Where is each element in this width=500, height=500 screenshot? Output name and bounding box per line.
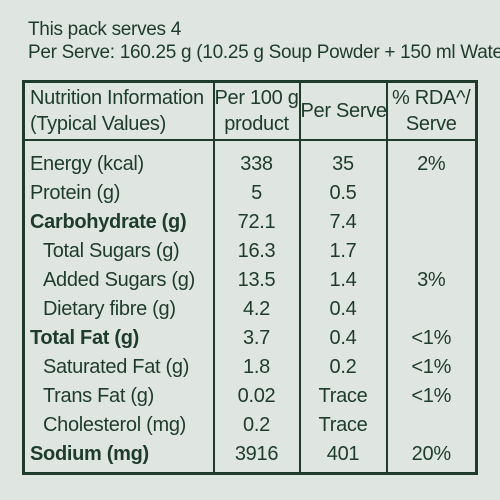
nutrient-name: Protein (g) <box>22 178 215 207</box>
table-row: Trans Fat (g) 0.02 Trace <1% <box>22 381 478 410</box>
nutrient-name: Carbohydrate (g) <box>22 207 215 236</box>
header-line: Serve <box>405 113 457 135</box>
table-row: Cholesterol (mg) 0.2 Trace <box>22 410 478 439</box>
per-serve-value: 1.7 <box>298 236 388 265</box>
nutrition-table: Nutrition Information (Typical Values) P… <box>22 80 478 475</box>
per-serve-value: 401 <box>298 439 388 474</box>
header-nutrition-information: Nutrition Information (Typical Values) <box>22 80 215 141</box>
per-serve-value: 0.4 <box>298 294 388 323</box>
header-line: Per 100 g <box>214 87 299 109</box>
header-row: Nutrition Information (Typical Values) P… <box>22 80 478 141</box>
per-serve-value: 7.4 <box>298 207 388 236</box>
rda-value <box>385 207 478 236</box>
rda-value: 3% <box>385 265 478 294</box>
nutrient-name: Added Sugars (g) <box>22 265 215 294</box>
rda-value: 20% <box>385 439 478 474</box>
table-row: Dietary fibre (g) 4.2 0.4 <box>22 294 478 323</box>
table-row: Saturated Fat (g) 1.8 0.2 <1% <box>22 352 478 381</box>
nutrient-name: Sodium (mg) <box>22 439 215 474</box>
rda-value <box>385 294 478 323</box>
per-100g-value: 1.8 <box>212 352 301 381</box>
header-line: Per Serve <box>300 100 388 122</box>
per-100g-value: 4.2 <box>212 294 301 323</box>
rda-value: <1% <box>385 323 478 352</box>
rda-value: <1% <box>385 381 478 410</box>
nutrient-name: Dietary fibre (g) <box>22 294 215 323</box>
header-per-serve: Per Serve <box>298 80 388 141</box>
header-line: % RDA^/ <box>392 87 471 109</box>
table-row: Protein (g) 5 0.5 <box>22 178 478 207</box>
nutrient-name: Saturated Fat (g) <box>22 352 215 381</box>
header-line: Nutrition Information <box>30 87 204 109</box>
per-100g-value: 5 <box>212 178 301 207</box>
per-100g-value: 0.02 <box>212 381 301 410</box>
table-row: Carbohydrate (g) 72.1 7.4 <box>22 207 478 236</box>
per-serve-value: 1.4 <box>298 265 388 294</box>
table-row: Energy (kcal) 338 35 2% <box>22 140 478 178</box>
per-serve-value: Trace <box>298 381 388 410</box>
per-serve-value: 35 <box>298 140 388 178</box>
per-serve-value: 0.4 <box>298 323 388 352</box>
rda-value: 2% <box>385 140 478 178</box>
per-serve-text: Per Serve: 160.25 g (10.25 g Soup Powder… <box>28 42 500 63</box>
nutrition-rows: Energy (kcal) 338 35 2% Protein (g) 5 0.5 Carbo… <box>22 140 478 474</box>
header-per-100g: Per 100 g product <box>212 80 301 141</box>
rda-value <box>385 178 478 207</box>
per-serve-value: 0.2 <box>298 352 388 381</box>
nutrient-name: Trans Fat (g) <box>22 381 215 410</box>
rda-value <box>385 410 478 439</box>
per-serve-value: Trace <box>298 410 388 439</box>
nutrient-name: Cholesterol (mg) <box>22 410 215 439</box>
per-100g-value: 13.5 <box>212 265 301 294</box>
per-100g-value: 16.3 <box>212 236 301 265</box>
nutrient-name: Total Fat (g) <box>22 323 215 352</box>
table-row: Total Sugars (g) 16.3 1.7 <box>22 236 478 265</box>
header-rda: % RDA^/ Serve <box>385 80 478 141</box>
header-line: (Typical Values) <box>30 113 166 135</box>
header-line: product <box>224 113 289 135</box>
table-row: Added Sugars (g) 13.5 1.4 3% <box>22 265 478 294</box>
table-row: Total Fat (g) 3.7 0.4 <1% <box>22 323 478 352</box>
nutrient-name: Energy (kcal) <box>22 140 215 178</box>
nutrient-name: Total Sugars (g) <box>22 236 215 265</box>
pack-serves-text: This pack serves 4 <box>28 19 181 40</box>
per-100g-value: 0.2 <box>212 410 301 439</box>
per-100g-value: 72.1 <box>212 207 301 236</box>
serving-info: This pack serves 4 Per Serve: 160.25 g (… <box>28 18 500 64</box>
table-row: Sodium (mg) 3916 401 20% <box>22 439 478 474</box>
rda-value <box>385 236 478 265</box>
per-100g-value: 3916 <box>212 439 301 474</box>
rda-value: <1% <box>385 352 478 381</box>
per-100g-value: 338 <box>212 140 301 178</box>
per-100g-value: 3.7 <box>212 323 301 352</box>
per-serve-value: 0.5 <box>298 178 388 207</box>
